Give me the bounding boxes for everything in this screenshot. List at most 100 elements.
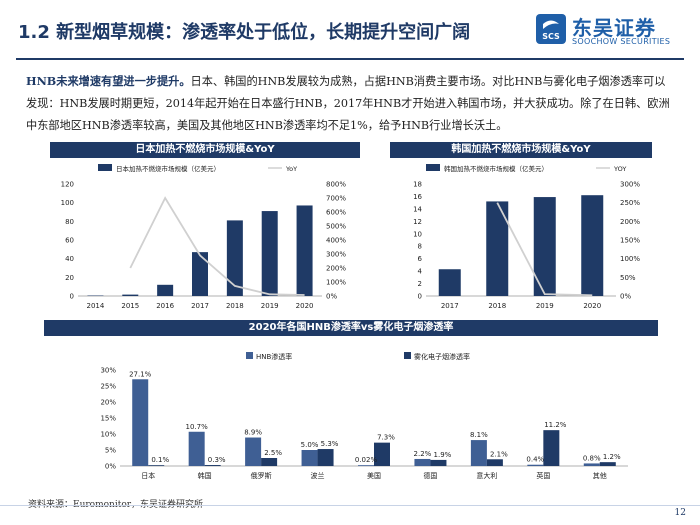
legend-bar-label: 日本加热不燃烧市场规模（亿美元） (116, 164, 220, 173)
y-tick-label: 5% (105, 447, 116, 455)
hnb-bar (245, 437, 262, 466)
x-tick-label: 美国 (367, 471, 381, 480)
vape-bar (599, 462, 616, 466)
y-tick-label: 0 (70, 293, 74, 301)
company-logo: SCS 东吴证券 SOOCHOW SECURITIES (536, 14, 686, 48)
bar (486, 201, 509, 296)
footer-divider (0, 505, 700, 506)
hnb-bar (358, 465, 374, 466)
bar (226, 220, 243, 296)
y-tick-label: 20% (100, 399, 116, 407)
x-tick-label: 波兰 (311, 471, 325, 480)
y2-tick-label: 300% (620, 181, 640, 189)
x-tick-label: 2020 (583, 302, 601, 310)
x-tick-label: 2018 (488, 302, 506, 310)
y-tick-label: 18 (413, 181, 422, 189)
hnb-data-label: 0.4% (526, 456, 544, 464)
vape-data-label: 7.3% (377, 434, 395, 442)
y-tick-label: 0 (418, 293, 422, 301)
vape-bar (374, 442, 390, 466)
y-tick-label: 20 (65, 274, 74, 282)
legend-bar-swatch (426, 164, 440, 171)
logo-chinese-name: 东吴证券 (572, 16, 656, 40)
x-tick-label: 2020 (296, 302, 314, 310)
y2-tick-label: 600% (326, 209, 346, 217)
y2-tick-label: 200% (620, 218, 640, 226)
vape-data-label: 5.3% (321, 440, 339, 448)
vape-data-label: 0.1% (151, 456, 169, 464)
y-tick-label: 16 (413, 193, 422, 201)
y-tick-label: 25% (100, 383, 116, 391)
y-tick-label: 10 (413, 230, 422, 238)
chart-title: 2020年各国HNB渗透率vs雾化电子烟渗透率 (44, 320, 658, 336)
vape-data-label: 2.5% (264, 449, 282, 457)
penetration-chart: 2020年各国HNB渗透率vs雾化电子烟渗透率 HNB渗透率 雾化电子烟渗透率 0%… (44, 320, 658, 490)
korea-hnb-chart: 韩国加热不燃烧市场规模&YoY 韩国加热不燃烧市场规模（亿美元） YOY 0 2 4 6 8… (390, 142, 652, 312)
y2-tick-label: 150% (620, 237, 640, 245)
y2-tick-label: 800% (326, 181, 346, 189)
page-header: 1.2 新型烟草规模：渗透率处于低位，长期提升空间广阔 SCS 东吴证券 SOO… (0, 0, 700, 62)
vape-data-label: 0.3% (208, 456, 226, 464)
y-tick-label: 14 (413, 205, 422, 213)
y-tick-label: 8 (418, 243, 422, 251)
hnb-bar (470, 440, 487, 466)
logo-mark-icon: SCS (536, 14, 566, 44)
y-tick-label: 10% (100, 431, 116, 439)
y-tick-label: 6 (418, 255, 423, 263)
legend-line-label: YOY (613, 165, 626, 173)
x-tick-label: 其他 (593, 471, 607, 480)
bar (533, 197, 556, 296)
header-divider (16, 58, 684, 60)
y2-tick-label: 250% (620, 199, 640, 207)
y-tick-label: 120 (61, 181, 74, 189)
y-tick-label: 12 (413, 218, 422, 226)
vape-data-label: 1.2% (603, 453, 621, 461)
intro-body: 日本、韩国的HNB发展较为成熟，占据HNB消费主要市场。对比HNB与雾化电子烟渗… (26, 75, 670, 132)
legend-bar-label: 韩国加热不燃烧市场规模（亿美元） (444, 164, 548, 173)
y2-tick-label: 300% (326, 251, 346, 259)
y2-tick-label: 400% (326, 237, 346, 245)
bar (157, 284, 174, 296)
logo-mark-text: SCS (542, 32, 560, 41)
y-tick-label: 0% (105, 463, 116, 471)
intro-paragraph: HNB未来增速有望进一步提升。日本、韩国的HNB发展较为成熟，占据HNB消费主要… (26, 70, 676, 137)
y-tick-label: 40 (65, 255, 74, 263)
chart-title: 日本加热不燃烧市场规模&YoY (50, 142, 360, 158)
hnb-data-label: 2.2% (414, 450, 432, 458)
y2-tick-label: 100% (326, 279, 346, 287)
x-tick-label: 2019 (261, 302, 279, 310)
vape-data-label: 2.1% (490, 450, 508, 458)
x-tick-label: 2018 (226, 302, 244, 310)
hnb-bar (132, 379, 149, 466)
hnb-data-label: 0.02% (355, 456, 378, 464)
source-note: 资料来源：Euromonitor，东吴证券研究所 (28, 500, 204, 510)
vape-bar (317, 449, 334, 466)
vape-bar (543, 430, 560, 466)
x-tick-label: 2016 (156, 302, 174, 310)
japan-chart-plot: 日本加热不燃烧市场规模（亿美元） YoY 0 20 40 60 80 100 120 0% 100%… (61, 164, 346, 310)
hnb-bar (188, 431, 205, 466)
hnb-data-label: 27.1% (129, 370, 152, 378)
hnb-data-label: 0.8% (583, 454, 601, 462)
y-tick-label: 30% (100, 367, 116, 375)
y-tick-label: 100 (61, 199, 74, 207)
bar (122, 294, 139, 296)
y-tick-label: 2 (418, 280, 422, 288)
x-tick-label: 意大利 (476, 471, 497, 480)
legend-line-label: YoY (285, 165, 297, 173)
x-tick-label: 2019 (536, 302, 554, 310)
y-tick-label: 60 (65, 237, 74, 245)
vape-data-label: 1.9% (434, 451, 452, 459)
hnb-bar (527, 464, 544, 466)
bar (296, 205, 313, 296)
y2-tick-label: 700% (326, 195, 346, 203)
vape-bar (261, 458, 278, 466)
hnb-data-label: 10.7% (186, 423, 209, 431)
y2-tick-label: 50% (620, 274, 636, 282)
x-tick-label: 德国 (423, 471, 437, 480)
vape-bar (148, 465, 165, 466)
bar (438, 269, 461, 296)
x-tick-label: 英国 (536, 471, 550, 480)
logo-english-name: SOOCHOW SECURITIES (572, 37, 671, 46)
y-tick-label: 15% (100, 415, 116, 423)
